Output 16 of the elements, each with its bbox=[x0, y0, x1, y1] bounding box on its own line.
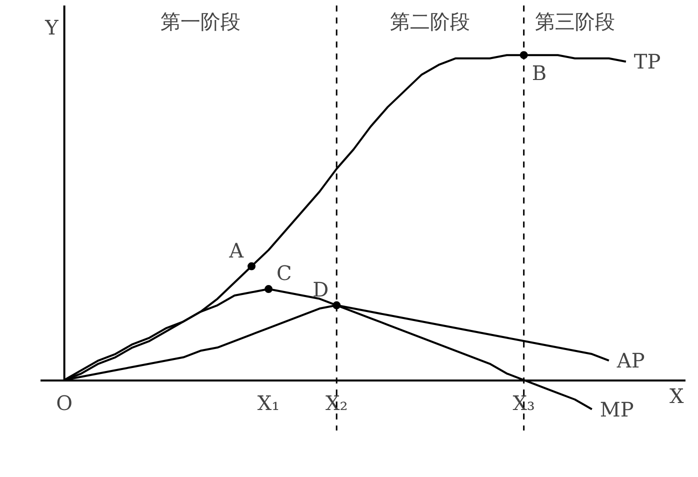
annotation: A bbox=[228, 238, 244, 262]
x-tick-label: O bbox=[56, 391, 73, 416]
annotation: D bbox=[312, 277, 329, 302]
text: 第二阶段 bbox=[390, 10, 470, 34]
series-label: AP bbox=[616, 348, 645, 373]
x-axis-title: X bbox=[670, 384, 685, 408]
x-tick-label: X₃ bbox=[512, 391, 535, 416]
series-label: TP bbox=[634, 50, 661, 74]
series-label: MP bbox=[600, 397, 634, 422]
annotation: B bbox=[532, 61, 547, 86]
annotation: C bbox=[276, 261, 292, 286]
y-axis-title: Y bbox=[44, 16, 60, 40]
text: 第一阶段 bbox=[160, 10, 240, 34]
text: 第三阶段 bbox=[534, 10, 615, 34]
x-tick-label: X₂ bbox=[325, 391, 348, 416]
x-tick-label: X₁ bbox=[257, 391, 280, 416]
